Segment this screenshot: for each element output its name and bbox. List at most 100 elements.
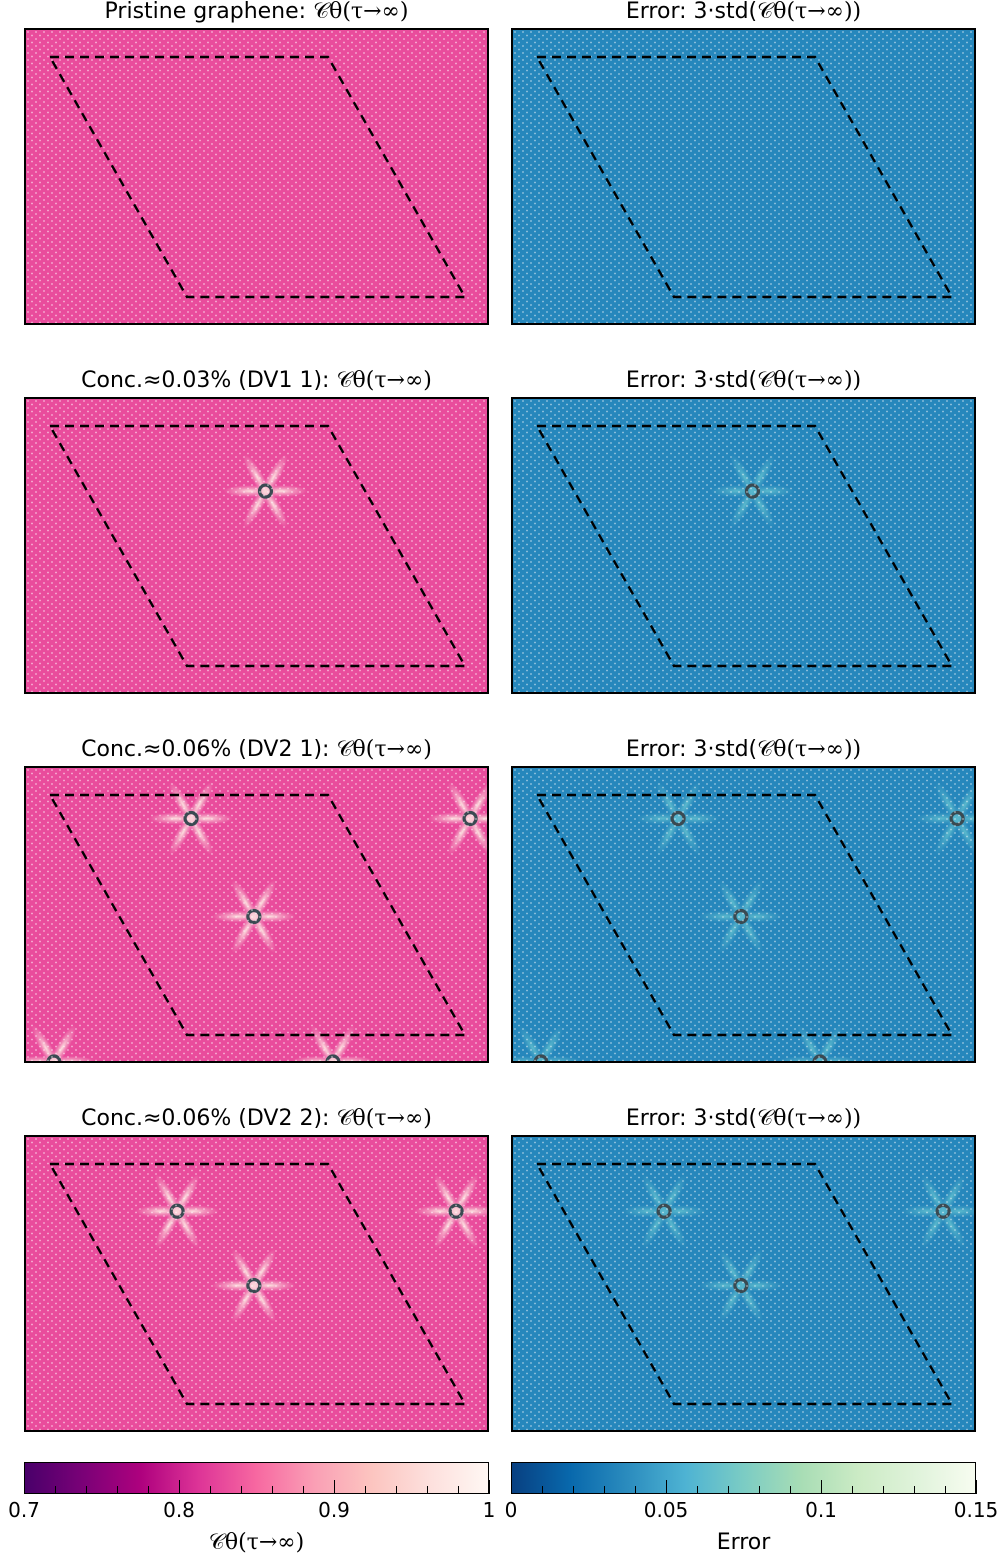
supercell-outline (47, 793, 468, 1037)
colorbar-label: 𝒞θ(τ→∞) (208, 1530, 305, 1555)
panel-title-math: 𝒞θ(τ→∞) (336, 368, 432, 393)
panel-title: Pristine graphene: 𝒞θ(τ→∞) (24, 0, 489, 24)
supercell-outline (534, 424, 955, 668)
colorbar-minor-tick (272, 1486, 273, 1494)
supercell-outline (534, 1162, 955, 1406)
colorbar-tick-label: 0.05 (643, 1498, 689, 1522)
panel-title-math: 𝒞θ(τ→∞) (313, 0, 409, 24)
colorbar-tick-label: 1 (482, 1498, 496, 1522)
correlation-heatmap-panel (24, 766, 489, 1063)
colorbar-major-tick (334, 1480, 335, 1494)
colorbar-tick-label: 0.15 (953, 1498, 999, 1522)
colorbar-tick-label: 0.1 (805, 1498, 837, 1522)
colorbar-tick-label: 0 (504, 1498, 518, 1522)
heatmap-svg (513, 399, 974, 692)
colorbar-minor-tick (86, 1486, 87, 1494)
colorbar-major-tick (489, 1480, 490, 1494)
panel-title-math: 𝒞θ(τ→∞)) (757, 1106, 862, 1131)
supercell-outline (534, 793, 955, 1037)
colorbar-major-tick (976, 1480, 977, 1494)
panel-title: Conc.≈0.06% (DV2 1): 𝒞θ(τ→∞) (24, 738, 489, 762)
colorbar-minor-tick (396, 1486, 397, 1494)
lattice-dots (513, 399, 974, 692)
lattice-dots (513, 768, 974, 1061)
heatmap-svg (513, 30, 974, 323)
colorbar-minor-tick (241, 1486, 242, 1494)
colorbar-major-tick (511, 1480, 512, 1494)
error-heatmap-panel (511, 397, 976, 694)
panel-title-text: Error: 3·std( (625, 1106, 758, 1131)
panel-title-text: Conc.≈0.06% (DV2 1): (81, 737, 337, 762)
colorbar-minor-tick (697, 1486, 698, 1494)
error-heatmap-panel (511, 766, 976, 1063)
heatmap-svg (26, 399, 487, 692)
colorbar-minor-tick (210, 1486, 211, 1494)
colorbar-minor-tick (427, 1486, 428, 1494)
colorbar-minor-tick (458, 1486, 459, 1494)
colorbar-tick-label: 0.8 (163, 1498, 195, 1522)
heatmap-svg (26, 1137, 487, 1430)
lattice-dots (26, 768, 487, 1061)
correlation-heatmap-panel (24, 397, 489, 694)
correlation-heatmap-panel (24, 28, 489, 325)
colorbar-minor-tick (914, 1486, 915, 1494)
panel-title: Error: 3·std(𝒞θ(τ→∞)) (511, 369, 976, 393)
panel-title-text: Conc.≈0.03% (DV1 1): (81, 368, 337, 393)
colorbar-major-tick (179, 1480, 180, 1494)
colorbar-minor-tick (117, 1486, 118, 1494)
panel-title: Error: 3·std(𝒞θ(τ→∞)) (511, 0, 976, 24)
heatmap-svg (513, 768, 974, 1061)
colorbar-major-tick (24, 1480, 25, 1494)
colorbar-minor-tick (635, 1486, 636, 1494)
colorbar-minor-tick (604, 1486, 605, 1494)
colorbar-minor-tick (728, 1486, 729, 1494)
heatmap-svg (513, 1137, 974, 1430)
supercell-outline (534, 55, 955, 299)
lattice-dots (26, 30, 487, 323)
error-heatmap-panel (511, 28, 976, 325)
heatmap-svg (26, 768, 487, 1061)
colorbar-minor-tick (365, 1486, 366, 1494)
colorbar-minor-tick (148, 1486, 149, 1494)
supercell-outline (47, 424, 468, 668)
colorbar-major-tick (666, 1480, 667, 1494)
panel-title-text: Error: 3·std( (625, 368, 758, 393)
panel-title-math: 𝒞θ(τ→∞) (336, 737, 432, 762)
panel-title-math: 𝒞θ(τ→∞)) (757, 0, 862, 24)
panel-title: Conc.≈0.03% (DV1 1): 𝒞θ(τ→∞) (24, 369, 489, 393)
colorbar-tick-label: 0.9 (318, 1498, 350, 1522)
colorbar-minor-tick (542, 1486, 543, 1494)
panel-title-math: 𝒞θ(τ→∞) (336, 1106, 432, 1131)
colorbar-minor-tick (883, 1486, 884, 1494)
lattice-dots (26, 399, 487, 692)
colorbar-minor-tick (303, 1486, 304, 1494)
colorbar-minor-tick (55, 1486, 56, 1494)
error-colorbar (511, 1462, 976, 1494)
panel-title: Error: 3·std(𝒞θ(τ→∞)) (511, 738, 976, 762)
panel-title-math: 𝒞θ(τ→∞)) (757, 737, 862, 762)
supercell-outline (47, 1162, 468, 1406)
correlation-heatmap-panel (24, 1135, 489, 1432)
panel-title-text: Error: 3·std( (625, 737, 758, 762)
colorbar-minor-tick (759, 1486, 760, 1494)
panel-title-math: 𝒞θ(τ→∞)) (757, 368, 862, 393)
panel-title-text: Pristine graphene: (104, 0, 314, 24)
supercell-outline (47, 55, 468, 299)
colorbar-label: Error (716, 1530, 771, 1555)
heatmap-svg (26, 30, 487, 323)
correlation-colorbar (24, 1462, 489, 1494)
colorbar-minor-tick (945, 1486, 946, 1494)
colorbar-minor-tick (573, 1486, 574, 1494)
panel-title: Conc.≈0.06% (DV2 2): 𝒞θ(τ→∞) (24, 1107, 489, 1131)
colorbar-minor-tick (790, 1486, 791, 1494)
panel-title: Error: 3·std(𝒞θ(τ→∞)) (511, 1107, 976, 1131)
colorbar-major-tick (821, 1480, 822, 1494)
lattice-dots (26, 1137, 487, 1430)
panel-title-text: Conc.≈0.06% (DV2 2): (81, 1106, 337, 1131)
lattice-dots (513, 1137, 974, 1430)
panel-title-text: Error: 3·std( (625, 0, 758, 24)
colorbar-tick-label: 0.7 (8, 1498, 40, 1522)
colorbar-minor-tick (852, 1486, 853, 1494)
lattice-dots (513, 30, 974, 323)
error-heatmap-panel (511, 1135, 976, 1432)
